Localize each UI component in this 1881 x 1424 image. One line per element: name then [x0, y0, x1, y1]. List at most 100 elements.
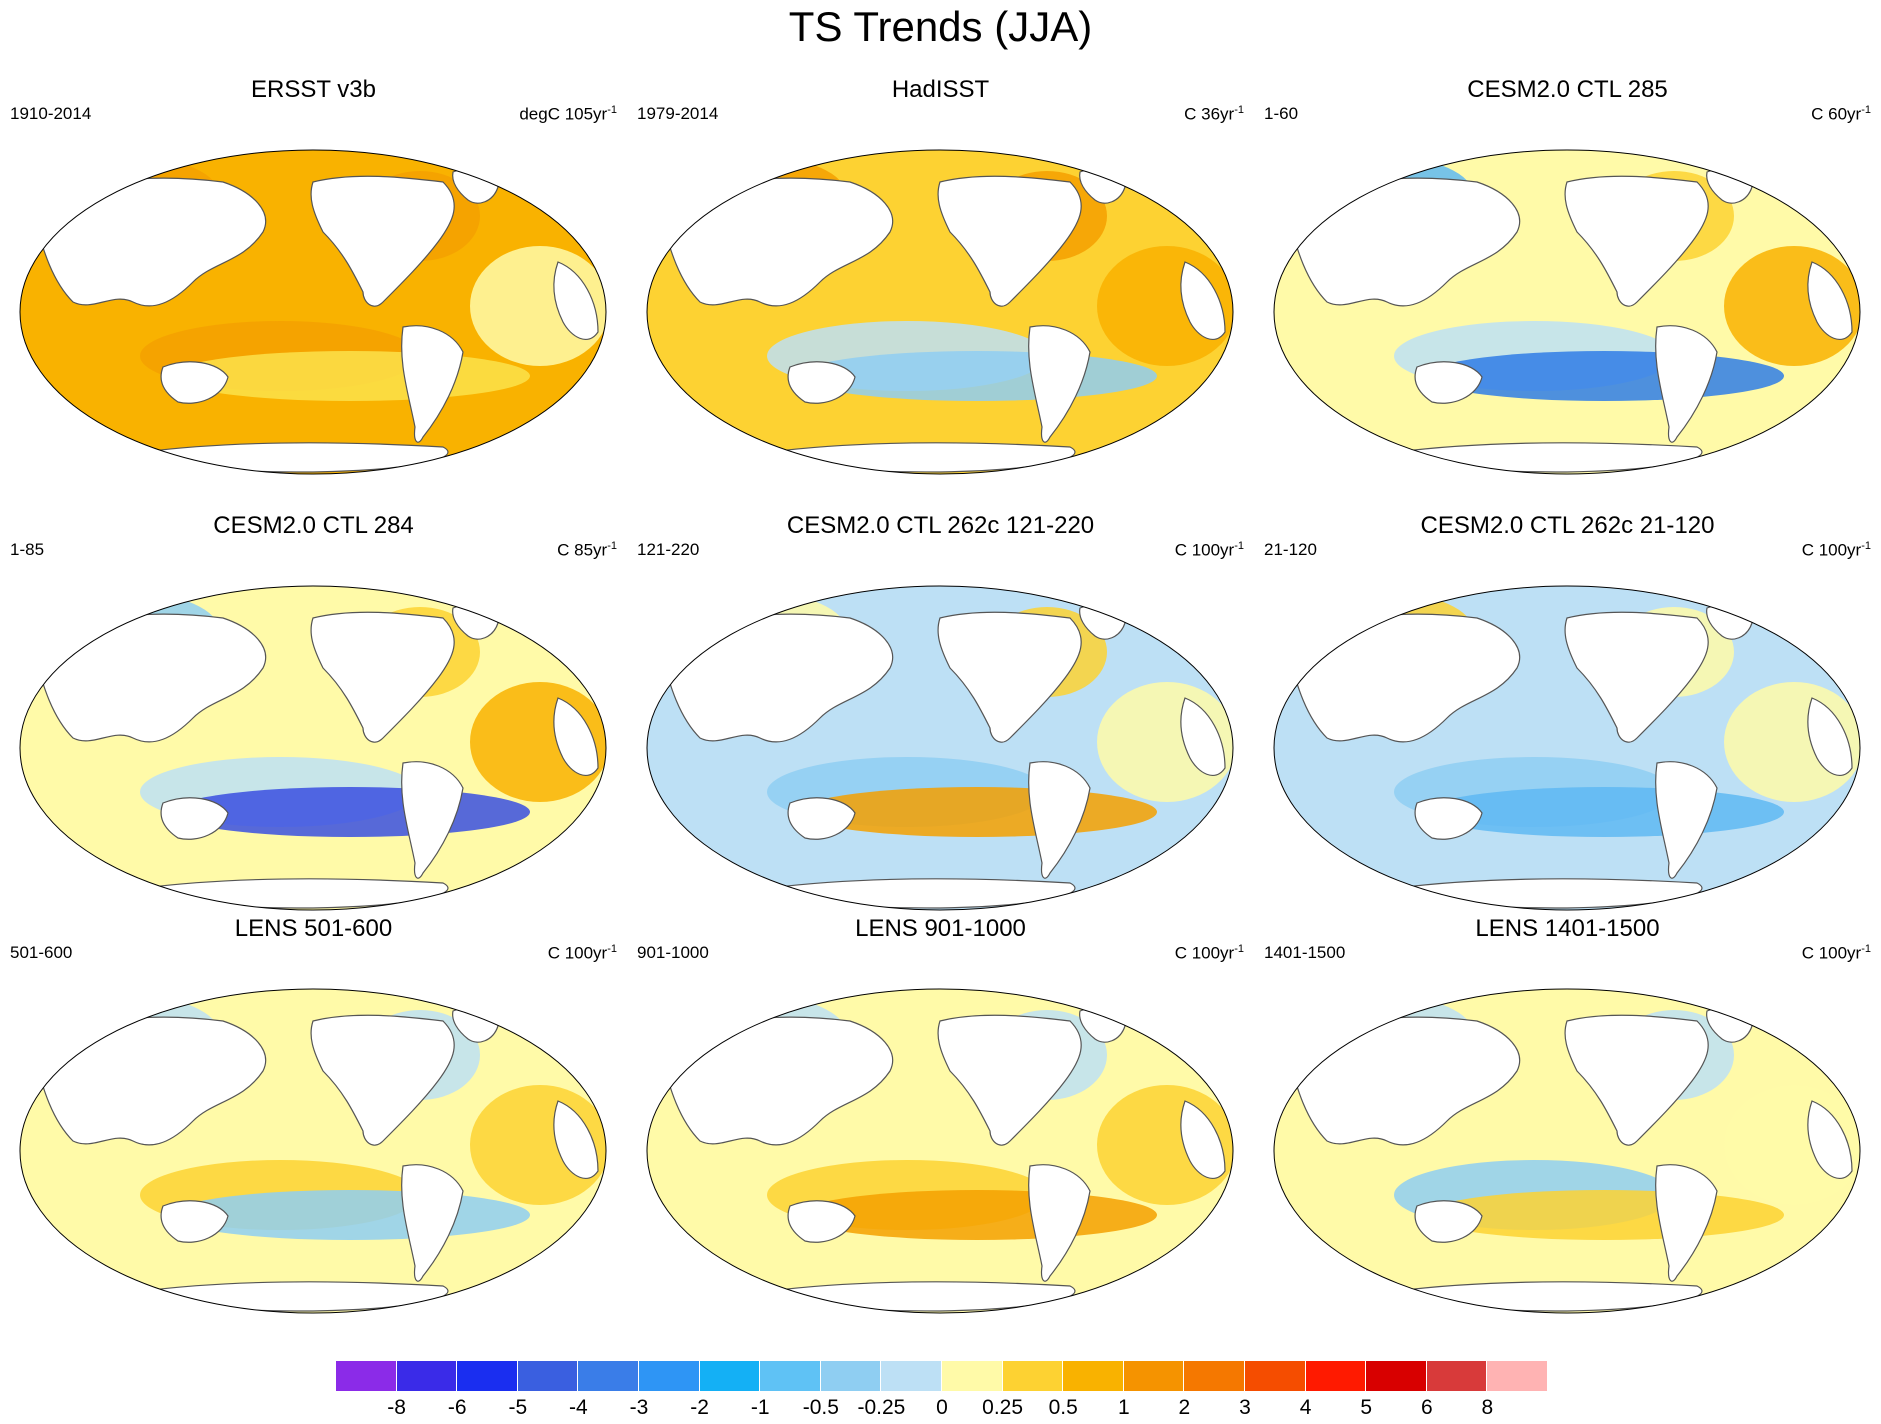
land-mass: [787, 361, 856, 404]
robinson-map: [646, 585, 1234, 911]
colorbar-tick-label: -2: [690, 1396, 709, 1419]
colorbar-swatch: [820, 1361, 882, 1391]
panel-title: HadISST: [891, 76, 990, 103]
panel-period-label: 901-1000: [637, 943, 709, 962]
land-mass: [160, 361, 229, 404]
land-mass: [160, 1200, 229, 1243]
land-mass: [1180, 1100, 1226, 1179]
colorbar-swatch: [1366, 1361, 1427, 1391]
land-mass: [1395, 442, 1703, 473]
figure-title: TS Trends (JJA): [788, 3, 1093, 50]
robinson-map: [1273, 585, 1861, 911]
robinson-map: [19, 988, 607, 1314]
map-frame: [19, 988, 607, 1314]
panel-units-label: C 100yr-1: [547, 943, 617, 963]
colorbar-tick-label: -0.5: [802, 1396, 839, 1419]
land-mass: [141, 1281, 449, 1312]
colorbar-tick-label: 0.5: [1048, 1396, 1078, 1419]
land-mass: [1028, 761, 1091, 879]
land-mass: [937, 611, 1082, 743]
colorbar-tick-label: -6: [447, 1396, 467, 1419]
map-panel: ERSST v3b 1910-2014 degC 105yr-1: [0, 76, 627, 476]
panel-title: CESM2.0 CTL 262c 21-120: [1420, 512, 1715, 539]
robinson-map: [646, 149, 1234, 475]
colorbar-tick-label: 5: [1360, 1396, 1373, 1419]
panel-units-label: C 60yr-1: [1811, 104, 1871, 124]
land-mass: [768, 442, 1076, 473]
colorbar-swatch: [639, 1361, 700, 1391]
map-panel: LENS 501-600 501-600 C 100yr-1: [0, 915, 627, 1315]
map-panel: CESM2.0 CTL 262c 121-220 121-220 C 100yr-1: [627, 512, 1254, 912]
colorbar-tick-label: -4: [569, 1396, 588, 1419]
map-frame: [19, 149, 607, 475]
land-mass: [1180, 697, 1226, 776]
land-mass: [937, 175, 1082, 307]
colorbar-swatch: [517, 1361, 579, 1391]
land-mass: [1286, 613, 1521, 743]
land-mass: [659, 177, 894, 307]
land-mass: [141, 878, 449, 909]
land-mass: [1807, 261, 1853, 340]
robinson-map: [1273, 149, 1861, 475]
panel-title: CESM2.0 CTL 262c 121-220: [786, 512, 1095, 539]
map-panel: HadISST 1979-2014 C 36yr-1: [627, 76, 1254, 476]
panel-units-label: C 100yr-1: [1174, 943, 1244, 963]
land-mass: [1286, 177, 1521, 307]
colorbar-tick-label: 4: [1299, 1396, 1312, 1419]
robinson-map: [19, 149, 607, 475]
panel-period-label: 1-60: [1264, 104, 1299, 123]
colorbar-tick-label: 2: [1178, 1396, 1191, 1419]
land-mass: [401, 1164, 464, 1282]
land-mass: [553, 1100, 599, 1179]
colorbar-swatch: [396, 1361, 458, 1391]
land-mass: [1564, 1014, 1709, 1146]
map-frame: [646, 988, 1234, 1314]
colorbar-tick-label: -5: [508, 1396, 528, 1419]
panel-period-label: 1910-2014: [10, 104, 92, 123]
robinson-map: [19, 585, 607, 911]
map-panel: LENS 1401-1500 1401-1500 C 100yr-1: [1254, 915, 1881, 1315]
colorbar-swatch: [1426, 1361, 1488, 1391]
colorbar-swatch: [457, 1361, 518, 1391]
panel-period-label: 1979-2014: [637, 104, 719, 123]
map-frame: [646, 585, 1234, 911]
land-mass: [553, 261, 599, 340]
land-mass: [160, 797, 229, 840]
map-frame: [19, 585, 607, 911]
colorbar-swatch: [1063, 1361, 1124, 1391]
colorbar-tick-label: -1: [750, 1396, 770, 1419]
colorbar-swatch: [942, 1361, 1003, 1391]
colorbar-swatch: [699, 1361, 761, 1391]
robinson-map: [1273, 988, 1861, 1314]
map-frame: [1273, 149, 1861, 475]
colorbar-tick-label: 0.25: [982, 1396, 1024, 1419]
land-mass: [1028, 1164, 1091, 1282]
land-mass: [310, 1014, 455, 1146]
colorbar-tick-label: 8: [1481, 1396, 1494, 1419]
land-mass: [32, 613, 267, 743]
land-mass: [1395, 878, 1703, 909]
land-mass: [141, 442, 449, 473]
land-mass: [553, 697, 599, 776]
map-panel: CESM2.0 CTL 262c 21-120 21-120 C 100yr-1: [1254, 512, 1881, 912]
land-mass: [1414, 1200, 1483, 1243]
colorbar-swatch: [578, 1361, 639, 1391]
land-mass: [1414, 361, 1483, 404]
panel-title: LENS 1401-1500: [1475, 915, 1660, 942]
land-mass: [1807, 697, 1853, 776]
panel-units-label: C 85yr-1: [557, 540, 617, 560]
colorbar-swatch: [881, 1361, 942, 1391]
panel-period-label: 21-120: [1264, 540, 1317, 559]
land-mass: [787, 797, 856, 840]
panel-units-label: C 100yr-1: [1801, 943, 1871, 963]
panel-title: LENS 901-1000: [855, 915, 1026, 942]
panel-units-label: C 100yr-1: [1174, 540, 1244, 560]
land-mass: [1286, 1016, 1521, 1146]
map-frame: [1273, 585, 1861, 911]
colorbar-swatch: [760, 1361, 821, 1391]
panel-period-label: 121-220: [637, 540, 700, 559]
land-mass: [1655, 761, 1718, 879]
panel-title: ERSST v3b: [251, 76, 376, 103]
panel-units-label: C 100yr-1: [1801, 540, 1871, 560]
map-frame: [646, 149, 1234, 475]
